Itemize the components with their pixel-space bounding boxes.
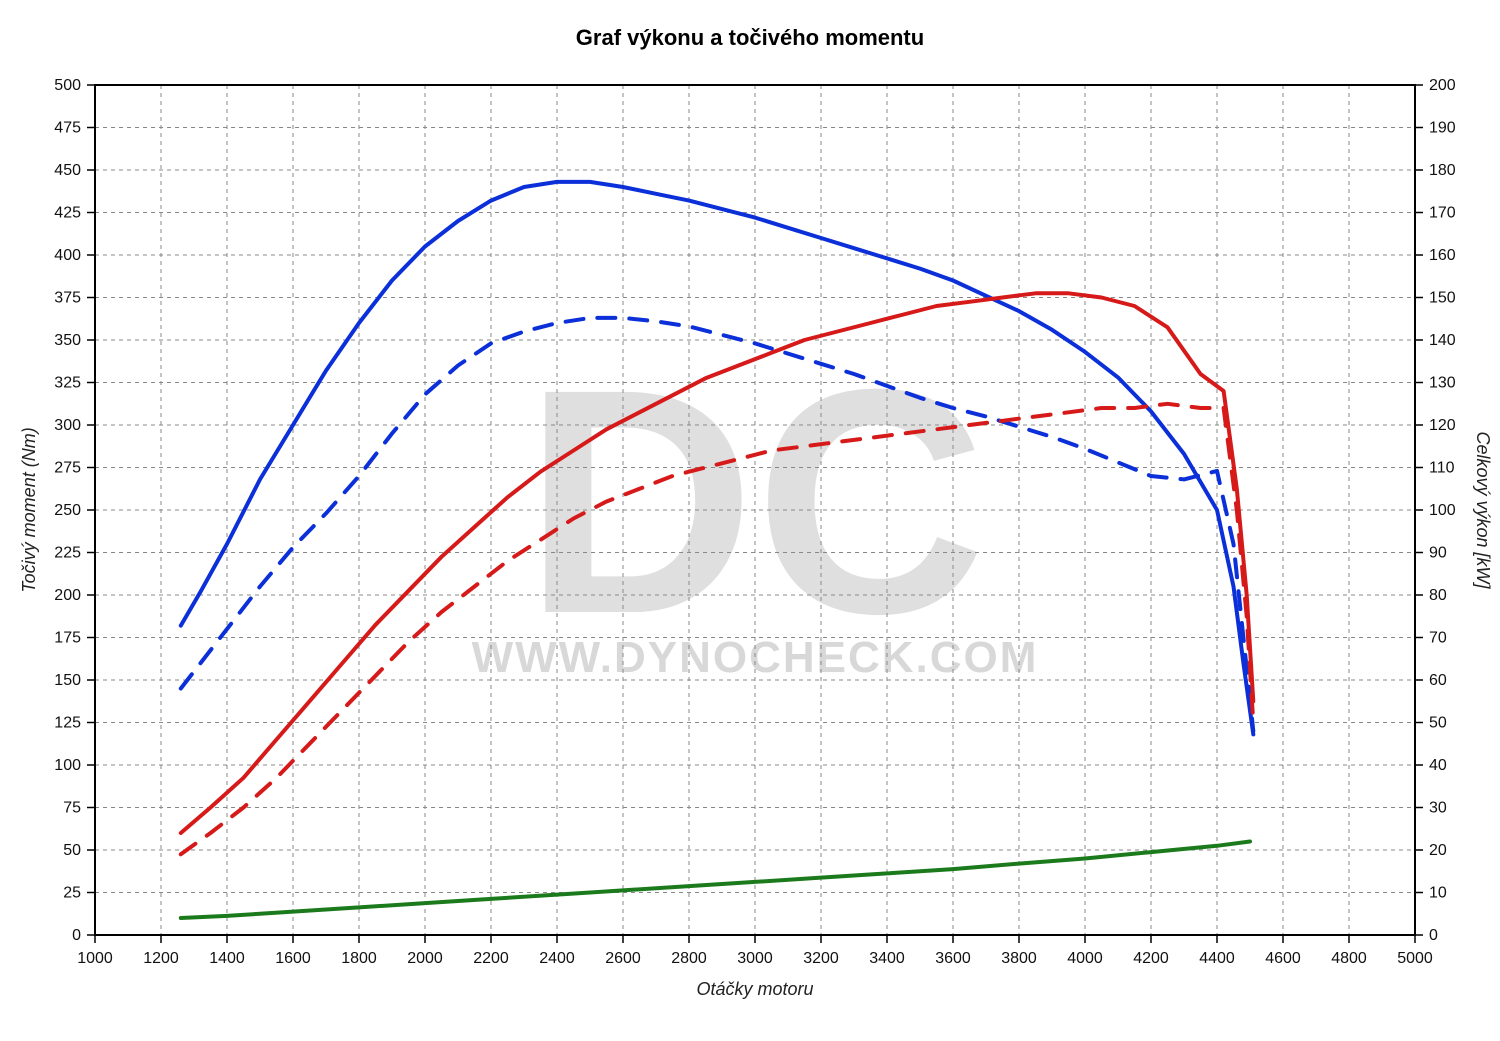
- y-left-tick-label: 150: [54, 672, 81, 689]
- y-left-tick-label: 450: [54, 162, 81, 179]
- x-tick-label: 4600: [1265, 950, 1301, 967]
- y-left-tick-label: 350: [54, 332, 81, 349]
- x-tick-label: 2000: [407, 950, 443, 967]
- y-left-tick-label: 275: [54, 460, 81, 477]
- y-right-tick-label: 170: [1429, 205, 1456, 222]
- y-left-tick-label: 250: [54, 502, 81, 519]
- chart-title: Graf výkonu a točivého momentu: [576, 25, 924, 50]
- y-left-tick-label: 425: [54, 205, 81, 222]
- x-axis-label: Otáčky motoru: [696, 979, 813, 999]
- y-left-tick-label: 325: [54, 375, 81, 392]
- y-right-tick-label: 10: [1429, 885, 1447, 902]
- y-right-tick-label: 140: [1429, 332, 1456, 349]
- x-tick-label: 1000: [77, 950, 113, 967]
- y-left-tick-label: 125: [54, 715, 81, 732]
- x-tick-label: 1600: [275, 950, 311, 967]
- x-tick-label: 3000: [737, 950, 773, 967]
- x-tick-label: 3400: [869, 950, 905, 967]
- x-tick-label: 4200: [1133, 950, 1169, 967]
- y-right-axis-label: Celkový výkon [kW]: [1473, 431, 1493, 589]
- y-right-tick-label: 80: [1429, 587, 1447, 604]
- y-left-tick-label: 300: [54, 417, 81, 434]
- x-tick-label: 2200: [473, 950, 509, 967]
- y-right-tick-label: 100: [1429, 502, 1456, 519]
- y-right-tick-label: 60: [1429, 672, 1447, 689]
- y-right-tick-label: 120: [1429, 417, 1456, 434]
- y-right-tick-label: 110: [1429, 460, 1455, 477]
- dyno-chart: Graf výkonu a točivého momentuDCWWW.DYNO…: [0, 0, 1500, 1041]
- y-right-tick-label: 0: [1429, 927, 1438, 944]
- x-tick-label: 2600: [605, 950, 641, 967]
- y-left-tick-label: 50: [63, 842, 81, 859]
- y-right-tick-label: 40: [1429, 757, 1447, 774]
- y-right-tick-label: 20: [1429, 842, 1447, 859]
- y-right-tick-label: 190: [1429, 120, 1456, 137]
- y-right-tick-label: 70: [1429, 630, 1447, 647]
- y-left-tick-label: 75: [63, 800, 81, 817]
- y-right-tick-label: 30: [1429, 800, 1447, 817]
- x-tick-label: 5000: [1397, 950, 1433, 967]
- y-right-tick-label: 180: [1429, 162, 1456, 179]
- y-left-tick-label: 475: [54, 120, 81, 137]
- y-left-tick-label: 100: [54, 757, 81, 774]
- y-right-tick-label: 50: [1429, 715, 1447, 732]
- x-tick-label: 3800: [1001, 950, 1037, 967]
- x-tick-label: 1200: [143, 950, 179, 967]
- y-left-tick-label: 400: [54, 247, 81, 264]
- x-tick-label: 1800: [341, 950, 377, 967]
- y-right-tick-label: 200: [1429, 77, 1456, 94]
- x-tick-label: 1400: [209, 950, 245, 967]
- y-left-tick-label: 500: [54, 77, 81, 94]
- y-right-tick-label: 90: [1429, 545, 1447, 562]
- y-right-tick-label: 150: [1429, 290, 1456, 307]
- x-tick-label: 4800: [1331, 950, 1367, 967]
- y-right-tick-label: 130: [1429, 375, 1456, 392]
- y-left-tick-label: 225: [54, 545, 81, 562]
- y-left-axis-label: Točivý moment (Nm): [19, 427, 39, 592]
- x-tick-label: 3600: [935, 950, 971, 967]
- x-tick-label: 2400: [539, 950, 575, 967]
- x-tick-label: 3200: [803, 950, 839, 967]
- x-tick-label: 4000: [1067, 950, 1103, 967]
- chart-svg: Graf výkonu a točivého momentuDCWWW.DYNO…: [0, 0, 1500, 1041]
- x-tick-label: 4400: [1199, 950, 1235, 967]
- x-tick-label: 2800: [671, 950, 707, 967]
- y-left-tick-label: 25: [63, 885, 81, 902]
- y-left-tick-label: 0: [72, 927, 81, 944]
- y-right-tick-label: 160: [1429, 247, 1456, 264]
- y-left-tick-label: 175: [54, 630, 81, 647]
- y-left-tick-label: 200: [54, 587, 81, 604]
- y-left-tick-label: 375: [54, 290, 81, 307]
